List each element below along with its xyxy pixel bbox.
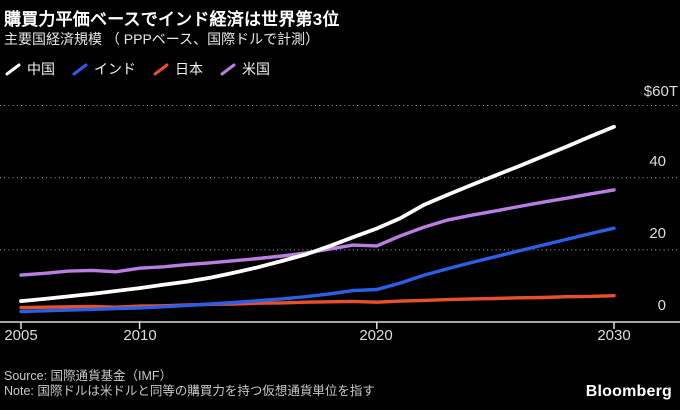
legend-item-india: インド: [71, 59, 136, 79]
y-axis-label-40: 40: [649, 153, 666, 170]
chart-subtitle: 主要国経済規模 （ PPPベース、国際ドルで計測）: [4, 31, 320, 47]
legend: 中国 インド 日本 米国: [4, 59, 270, 79]
series-line-0: [19, 124, 616, 304]
note-line: Note: 国際ドルは米ドルと同等の購買力を持つ仮想通貨単位を指す: [4, 384, 375, 398]
x-axis-label-2005: 2005: [4, 327, 38, 344]
x-axis-label-2020: 2020: [359, 327, 393, 344]
source-line: Source: 国際通貨基金（IMF）: [4, 369, 173, 383]
bloomberg-logo: Bloomberg: [585, 383, 672, 400]
series-line-3: [19, 188, 616, 277]
y-axis-label-20: 20: [649, 225, 666, 242]
y-axis-label-60: $60T: [643, 83, 678, 100]
line-swatch-icon: [5, 63, 21, 75]
line-swatch-icon: [72, 63, 88, 75]
line-swatch-icon: [220, 63, 236, 75]
line-swatch-icon: [153, 63, 169, 75]
legend-item-china: 中国: [4, 59, 55, 79]
legend-label-japan: 日本: [175, 61, 203, 77]
x-axis-label-2030: 2030: [597, 327, 631, 344]
y-axis-label-0: 0: [657, 297, 666, 314]
legend-item-japan: 日本: [152, 59, 203, 79]
x-axis-label-2010: 2010: [123, 327, 157, 344]
legend-label-us: 米国: [242, 61, 270, 77]
series-line-2: [19, 294, 616, 310]
legend-label-india: インド: [94, 61, 136, 77]
legend-label-china: 中国: [27, 61, 55, 77]
source-note: Source: 国際通貨基金（IMF） Note: 国際ドルは米ドルと同等の購買…: [4, 369, 375, 399]
legend-item-us: 米国: [219, 59, 270, 79]
chart-title: 購買力平価ベースでインド経済は世界第3位: [4, 10, 340, 29]
series-line-1: [19, 226, 616, 314]
